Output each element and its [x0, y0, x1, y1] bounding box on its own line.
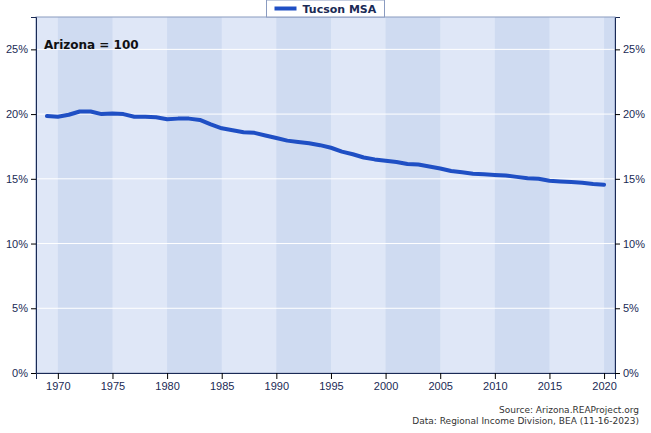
annotation: Arizona = 100: [44, 38, 139, 52]
tick-label: 20%: [623, 108, 645, 120]
tick: 10%: [6, 238, 36, 250]
tick-mark: [222, 373, 223, 379]
tick: 20%: [615, 108, 645, 120]
tick-mark: [615, 114, 620, 115]
chart: 1970 1975 1980 1985 1990 1995 2000 2005 2010 2015…: [0, 0, 651, 433]
tick: 2000: [374, 373, 398, 392]
axis-line: [37, 374, 616, 380]
tick: 2015: [538, 373, 562, 392]
tick-mark: [615, 244, 620, 245]
bands: [58, 17, 615, 373]
tick-label: 2020: [592, 380, 616, 392]
band: [167, 17, 222, 373]
tick: 2005: [428, 373, 452, 392]
grid-line: [36, 308, 615, 309]
tick-mark: [615, 308, 620, 309]
band: [276, 17, 331, 373]
tick: 15%: [615, 173, 645, 185]
tick: 1975: [101, 373, 125, 392]
tick-mark: [58, 373, 59, 379]
tick: 1995: [319, 373, 343, 392]
tick: 10%: [615, 238, 645, 250]
band: [604, 17, 615, 373]
tick-mark: [549, 373, 550, 379]
plot-frame: [36, 17, 615, 373]
tick-mark: [112, 373, 113, 379]
band: [58, 17, 113, 373]
source-note: Source: Arizona.REAProject.org: [499, 405, 639, 415]
tick-label: 1995: [319, 380, 343, 392]
grid: [36, 49, 615, 373]
tick-mark: [615, 373, 620, 374]
marks: [47, 112, 604, 185]
tick-label: 0%: [623, 367, 639, 379]
tick: 25%: [6, 43, 36, 55]
tick-label: 10%: [6, 238, 28, 250]
grid-line: [36, 243, 615, 244]
tick-mark: [31, 114, 36, 115]
tick: 5%: [12, 302, 36, 314]
tick: 1980: [155, 373, 179, 392]
tick: 0%: [615, 367, 639, 379]
tick-mark: [440, 373, 441, 379]
tick: 25%: [615, 43, 645, 55]
tick-label: 5%: [623, 302, 639, 314]
tick-label: 25%: [623, 43, 645, 55]
y-axis-right: 0% 5% 10% 15% 20% 25%: [615, 18, 645, 380]
legend: Tucson MSA: [267, 0, 385, 17]
axis-line: [31, 18, 37, 374]
tick-label: 1970: [46, 380, 70, 392]
tick-mark: [615, 49, 620, 50]
tick-label: 15%: [6, 173, 28, 185]
tick-label: 2015: [538, 380, 562, 392]
tick: 1990: [265, 373, 289, 392]
tick-mark: [31, 49, 36, 50]
tick: 1985: [210, 373, 234, 392]
tick-mark: [331, 373, 332, 379]
legend-label: Tucson MSA: [303, 3, 377, 16]
tick: 1970: [46, 373, 70, 392]
tick-mark: [31, 244, 36, 245]
axis-line: [616, 18, 621, 374]
tick-label: 2010: [483, 380, 507, 392]
tick-label: 2005: [428, 380, 452, 392]
tick-mark: [495, 373, 496, 379]
tick-mark: [31, 373, 36, 374]
tick-label: 10%: [623, 238, 645, 250]
source-note: Data: Regional Income Division, BEA (11-…: [412, 416, 639, 426]
tick-label: 5%: [12, 302, 28, 314]
tick-label: 0%: [12, 367, 28, 379]
tick-label: 2000: [374, 380, 398, 392]
tick-label: 1980: [155, 380, 179, 392]
tick: 20%: [6, 108, 36, 120]
series-line: [47, 112, 604, 185]
tick-mark: [31, 179, 36, 180]
tick: 2020: [592, 373, 616, 392]
tick-mark: [386, 373, 387, 379]
tick-label: 1975: [101, 380, 125, 392]
band: [386, 17, 441, 373]
tick: 15%: [6, 173, 36, 185]
tick-label: 15%: [623, 173, 645, 185]
tick-label: 20%: [6, 108, 28, 120]
band: [495, 17, 550, 373]
y-axis-left: 0% 5% 10% 15% 20% 25%: [6, 18, 37, 380]
tick-label: 1990: [265, 380, 289, 392]
tick-label: 1985: [210, 380, 234, 392]
tick: 2010: [483, 373, 507, 392]
tick: 5%: [615, 302, 639, 314]
plot-background: [36, 17, 615, 373]
tick: 0%: [12, 367, 36, 379]
tick-mark: [604, 373, 605, 379]
tick-mark: [167, 373, 168, 379]
legend-box: [267, 0, 385, 17]
tick-mark: [276, 373, 277, 379]
legend-swatch: [275, 7, 297, 11]
tick-mark: [615, 179, 620, 180]
tick-mark: [31, 308, 36, 309]
tick-label: 25%: [6, 43, 28, 55]
x-axis: 1970 1975 1980 1985 1990 1995 2000 2005 2010 2015…: [37, 373, 617, 392]
